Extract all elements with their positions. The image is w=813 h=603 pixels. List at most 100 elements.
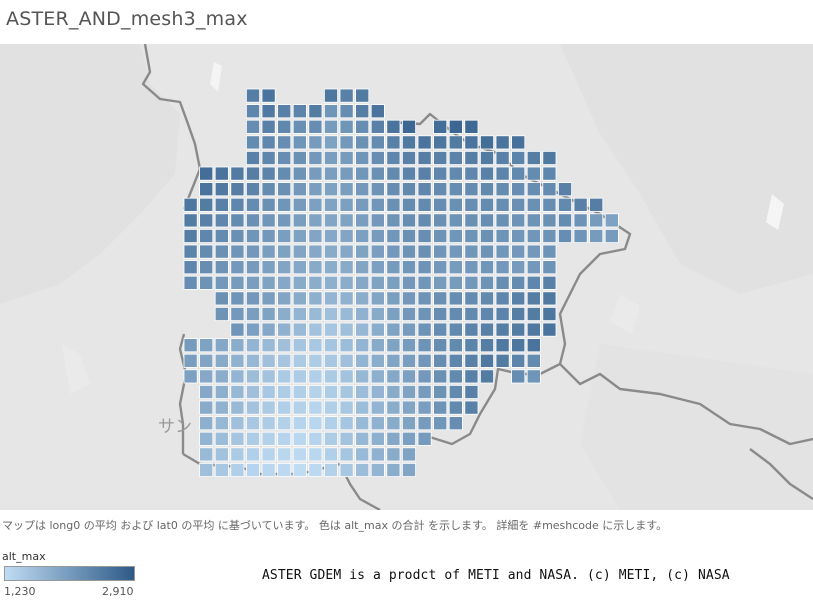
mesh-cell[interactable] [355,462,370,477]
mesh-cell[interactable] [511,306,526,321]
mesh-cell[interactable] [355,384,370,399]
mesh-cell[interactable] [214,462,229,477]
mesh-cell[interactable] [214,166,229,181]
mesh-cell[interactable] [542,260,557,275]
mesh-cell[interactable] [558,182,573,197]
mesh-cell[interactable] [308,119,323,134]
mesh-cell[interactable] [245,447,260,462]
mesh-cell[interactable] [542,213,557,228]
mesh-cell[interactable] [355,213,370,228]
mesh-cell[interactable] [464,197,479,212]
mesh-cell[interactable] [277,151,292,166]
mesh-cell[interactable] [245,182,260,197]
mesh-cell[interactable] [199,166,214,181]
mesh-cell[interactable] [214,369,229,384]
mesh-cell[interactable] [370,353,385,368]
mesh-cell[interactable] [448,151,463,166]
mesh-cell[interactable] [292,244,307,259]
mesh-cell[interactable] [495,182,510,197]
mesh-cell[interactable] [199,416,214,431]
mesh-cell[interactable] [355,119,370,134]
mesh-cell[interactable] [355,416,370,431]
mesh-cell[interactable] [401,182,416,197]
mesh-cell[interactable] [230,275,245,290]
mesh-cell[interactable] [214,353,229,368]
mesh-cell[interactable] [292,151,307,166]
mesh-cell[interactable] [323,244,338,259]
mesh-cell[interactable] [214,228,229,243]
mesh-cell[interactable] [386,447,401,462]
mesh-cell[interactable] [183,338,198,353]
mesh-cell[interactable] [448,369,463,384]
mesh-cell[interactable] [323,322,338,337]
mesh-cell[interactable] [183,244,198,259]
mesh-cell[interactable] [245,197,260,212]
mesh-cell[interactable] [261,182,276,197]
mesh-cell[interactable] [277,384,292,399]
mesh-cell[interactable] [464,353,479,368]
mesh-cell[interactable] [355,197,370,212]
mesh-cell[interactable] [277,369,292,384]
mesh-cell[interactable] [355,338,370,353]
mesh-cell[interactable] [511,260,526,275]
mesh-cell[interactable] [230,322,245,337]
mesh-cell[interactable] [355,447,370,462]
mesh-cell[interactable] [386,353,401,368]
mesh-cell[interactable] [308,338,323,353]
legend-color-ramp[interactable] [4,566,135,581]
mesh-cell[interactable] [261,322,276,337]
mesh-cell[interactable] [479,213,494,228]
mesh-cell[interactable] [495,135,510,150]
mesh-cell[interactable] [526,306,541,321]
mesh-cell[interactable] [386,260,401,275]
mesh-cell[interactable] [323,400,338,415]
mesh-cell[interactable] [292,135,307,150]
mesh-cell[interactable] [433,182,448,197]
mesh-cell[interactable] [230,197,245,212]
mesh-cell[interactable] [261,119,276,134]
mesh-cell[interactable] [370,275,385,290]
mesh-cell[interactable] [245,166,260,181]
mesh-cell[interactable] [417,384,432,399]
mesh-cell[interactable] [433,228,448,243]
mesh-cell[interactable] [323,260,338,275]
mesh-cell[interactable] [479,260,494,275]
mesh-cell[interactable] [464,182,479,197]
mesh-cell[interactable] [370,384,385,399]
mesh-cell[interactable] [448,260,463,275]
mesh-cell[interactable] [417,291,432,306]
mesh-cell[interactable] [261,151,276,166]
mesh-cell[interactable] [292,275,307,290]
mesh-cell[interactable] [277,119,292,134]
mesh-cell[interactable] [355,88,370,103]
mesh-cell[interactable] [323,431,338,446]
mesh-cell[interactable] [339,400,354,415]
mesh-cell[interactable] [308,462,323,477]
mesh-cell[interactable] [433,119,448,134]
mesh-cell[interactable] [401,244,416,259]
mesh-cell[interactable] [339,166,354,181]
mesh-cell[interactable] [277,447,292,462]
mesh-cell[interactable] [386,182,401,197]
mesh-cell[interactable] [230,447,245,462]
mesh-cell[interactable] [573,228,588,243]
mesh-cell[interactable] [261,369,276,384]
mesh-cell[interactable] [417,166,432,181]
mesh-cell[interactable] [495,228,510,243]
mesh-cell[interactable] [433,291,448,306]
mesh-cell[interactable] [323,228,338,243]
mesh-cell[interactable] [417,197,432,212]
mesh-cell[interactable] [308,228,323,243]
mesh-cell[interactable] [230,400,245,415]
mesh-cell[interactable] [479,369,494,384]
mesh-cell[interactable] [277,322,292,337]
mesh-cell[interactable] [277,353,292,368]
mesh-cell[interactable] [370,260,385,275]
mesh-cell[interactable] [199,353,214,368]
mesh-cell[interactable] [214,400,229,415]
mesh-cell[interactable] [245,88,260,103]
mesh-cell[interactable] [323,213,338,228]
mesh-cell[interactable] [542,306,557,321]
mesh-cell[interactable] [386,275,401,290]
mesh-cell[interactable] [401,151,416,166]
